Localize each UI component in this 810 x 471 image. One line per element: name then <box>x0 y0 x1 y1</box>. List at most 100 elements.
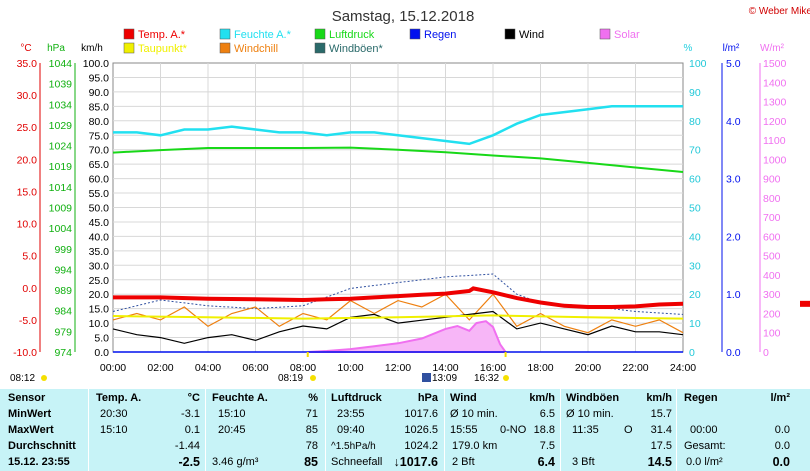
press-tick: 989 <box>54 285 72 297</box>
hum-tick: 10 <box>689 318 701 330</box>
rain-tick: 5.0 <box>726 58 741 70</box>
wind-tick: 20.0 <box>89 289 110 301</box>
stats-panel: Sensor Temp. A. °C Feuchte A. % Luftdruc… <box>0 389 810 471</box>
hum-tick: 50 <box>689 203 701 215</box>
cur-press-label: Schneefall <box>331 456 383 468</box>
row-cur-label: 15.12. 23:55 <box>8 456 70 468</box>
max-rain-val: 0.0 <box>774 424 790 436</box>
solar-tick: 1400 <box>763 77 787 89</box>
hum-tick: 0 <box>689 347 695 359</box>
rain-tick: 4.0 <box>726 116 741 128</box>
series-solar <box>307 320 508 353</box>
wind-tick: 30.0 <box>89 260 110 272</box>
hdr-wind: Wind <box>450 392 477 404</box>
max-press-time: 09:40 <box>337 424 365 436</box>
cur-wind-bft: 2 Bft <box>452 456 475 468</box>
rain-tick: 1.0 <box>726 289 741 301</box>
hum-tick: 90 <box>689 87 701 99</box>
avg-press-val: 1024.2 <box>404 440 438 452</box>
solar-tick: 1300 <box>763 97 787 109</box>
wind-tick: 10.0 <box>89 318 110 330</box>
noon-icon <box>422 373 431 382</box>
sun-markers: 08:12 08:19 13:09 16:32 <box>10 352 509 384</box>
unit-wind: km/h <box>81 43 103 54</box>
max-gust-time: 11:35 <box>572 424 599 436</box>
wind-tick: 80.0 <box>89 116 110 128</box>
time-tick: 12:00 <box>385 362 411 374</box>
row-max-label: MaxWert <box>8 424 54 436</box>
wind-tick: 50.0 <box>89 203 110 215</box>
avg-wind-dist: 179.0 km <box>452 440 498 452</box>
max-hum-val: 85 <box>305 424 318 436</box>
avg-gust-val: 17.5 <box>650 440 672 452</box>
wind-tick: 35.0 <box>89 246 110 258</box>
min-wind-label: Ø 10 min. <box>450 408 498 420</box>
wind-tick: 45.0 <box>89 217 110 229</box>
solar-tick: 400 <box>763 270 781 282</box>
legend-label: Windböen* <box>329 43 384 55</box>
legend-swatch <box>314 42 326 54</box>
time-tick: 04:00 <box>195 362 221 374</box>
legend-label: Wind <box>519 29 544 41</box>
cur-press-val: ↓1017.6 <box>393 455 438 469</box>
legend-swatch <box>599 28 611 40</box>
press-tick: 984 <box>54 306 72 318</box>
noon-time: 13:09 <box>432 373 457 384</box>
hdr-hum: Feuchte A. <box>212 392 268 404</box>
wind-tick: 5.0 <box>94 333 109 345</box>
temp-tick: 35.0 <box>17 58 38 70</box>
legend-label: Solar <box>614 29 640 41</box>
solar-tick: 900 <box>763 174 781 186</box>
cur-temp-val: -2.5 <box>178 455 200 469</box>
press-tick: 1039 <box>49 79 73 91</box>
hdr-temp-unit: °C <box>187 392 200 404</box>
series-wind <box>112 310 684 344</box>
solar-tick: 0 <box>763 347 769 359</box>
hdr-temp: Temp. A. <box>96 392 142 404</box>
wind-tick: 70.0 <box>89 145 110 157</box>
hdr-press-unit: hPa <box>417 392 438 404</box>
series-taupunkt <box>112 314 684 320</box>
sun-icon <box>310 375 316 381</box>
plot-area <box>112 105 810 353</box>
time-tick: 10:00 <box>337 362 363 374</box>
time-tick: 06:00 <box>242 362 268 374</box>
hum-tick: 70 <box>689 145 701 157</box>
legend-swatch <box>123 28 135 40</box>
wind-tick: 100.0 <box>83 58 109 70</box>
legend-swatch <box>409 28 421 40</box>
max-rain-time: 00:00 <box>690 424 718 436</box>
min-press-time: 23:55 <box>337 408 365 420</box>
rain-tick: 3.0 <box>726 174 741 186</box>
wind-tick: 95.0 <box>89 72 110 84</box>
temp-tick: 20.0 <box>17 154 38 166</box>
avg-rain-val: 0.0 <box>774 440 790 452</box>
temp-tick: -10.0 <box>13 347 37 359</box>
legend: Temp. A.* Feuchte A.* Luftdruck Regen Wind So… <box>123 28 640 55</box>
hum-tick: 60 <box>689 174 701 186</box>
solar-tick: 600 <box>763 231 781 243</box>
min-press-val: 1017.6 <box>404 408 438 420</box>
max-temp-val: 0.1 <box>184 424 200 436</box>
sun-icon <box>503 375 509 381</box>
min-hum-val: 71 <box>305 408 318 420</box>
min-hum-time: 15:10 <box>218 408 246 420</box>
legend-swatch <box>219 28 231 40</box>
legend-label: Luftdruck <box>329 29 375 41</box>
wind-tick: 15.0 <box>89 304 110 316</box>
solar-tick: 700 <box>763 212 781 224</box>
cur-rain-rate: 0.0 l/m² <box>686 456 723 468</box>
avg-rain-label: Gesamt: <box>684 440 726 452</box>
cur-wind-val: 6.4 <box>537 455 555 469</box>
min-temp-time: 20:30 <box>100 408 128 420</box>
temp-tick: 15.0 <box>17 186 38 198</box>
wind-tick: 55.0 <box>89 188 110 200</box>
time-tick: 18:00 <box>527 362 553 374</box>
series-luftdruck <box>112 146 684 173</box>
solar-tick: 1500 <box>763 58 787 70</box>
wind-tick: 25.0 <box>89 275 110 287</box>
press-tick: 1004 <box>49 223 73 235</box>
unit-solar: W/m² <box>760 43 785 54</box>
max-hum-time: 20:45 <box>218 424 246 436</box>
min-gust-val: 15.7 <box>650 408 672 420</box>
